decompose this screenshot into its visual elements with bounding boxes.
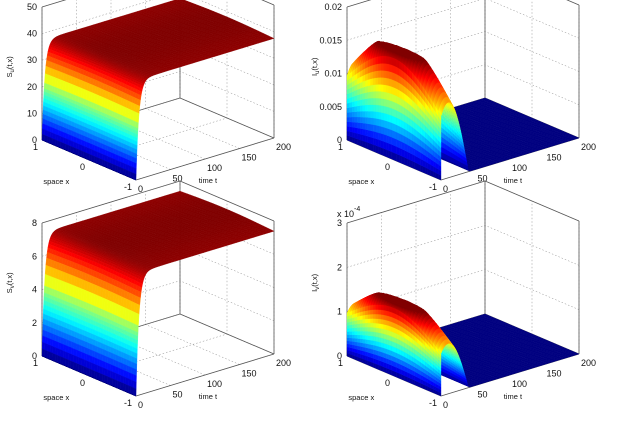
t-tick-label: 50 xyxy=(478,174,488,184)
t-tick-label: 0 xyxy=(443,184,448,194)
z-axis-label: Su(t,x) xyxy=(5,56,16,78)
z-tick-label: 10 xyxy=(27,108,37,118)
x-axis-label: space x xyxy=(348,177,374,186)
z-tick-label: 1 xyxy=(337,307,342,317)
z-tick-label: 0.005 xyxy=(319,102,342,112)
z-tick-label: 0.02 xyxy=(324,2,342,12)
x-axis-label: space x xyxy=(43,177,69,186)
surface-front xyxy=(346,56,442,181)
t-tick-label: 0 xyxy=(138,184,143,194)
t-tick-label: 50 xyxy=(173,174,183,184)
z-tick-label: 4 xyxy=(32,285,37,295)
x-tick-label: 0 xyxy=(385,162,390,172)
z-tick-label: 3 xyxy=(337,218,342,228)
z-tick-label: 0 xyxy=(337,135,342,145)
z-tick-label: 2 xyxy=(32,318,37,328)
z-tick-label: 0 xyxy=(337,351,342,361)
z-axis-label: Iv(t,x) xyxy=(310,273,321,292)
z-tick-label: 30 xyxy=(27,55,37,65)
t-tick-label: 0 xyxy=(138,400,143,410)
z-exponent-label: x 10-4 xyxy=(337,206,360,219)
x-tick-label: -1 xyxy=(124,398,132,408)
z-tick-label: 20 xyxy=(27,82,37,92)
t-tick-label: 200 xyxy=(276,142,291,152)
x-tick-label: 1 xyxy=(33,358,38,368)
x-tick-label: -1 xyxy=(429,182,437,192)
t-tick-label: 150 xyxy=(242,369,257,379)
x-tick-label: 0 xyxy=(385,378,390,388)
t-tick-label: 100 xyxy=(207,163,222,173)
t-tick-label: 150 xyxy=(547,369,562,379)
surface-front xyxy=(41,139,137,181)
x-tick-label: 0 xyxy=(80,162,85,172)
x-tick-label: 1 xyxy=(33,142,38,152)
t-tick-label: 50 xyxy=(478,390,488,400)
chart-panel-iu: 00.0050.010.0150.02-101050100150200space… xyxy=(310,0,596,194)
t-axis-label: time t xyxy=(504,176,523,185)
z-tick-label: 0 xyxy=(32,351,37,361)
z-axis-label: Iu(t,x) xyxy=(310,57,321,76)
z-tick-label: 0.015 xyxy=(319,35,342,45)
z-tick-label: 8 xyxy=(32,218,37,228)
t-tick-label: 200 xyxy=(276,358,291,368)
t-tick-label: 200 xyxy=(581,358,596,368)
x-tick-label: -1 xyxy=(429,398,437,408)
surface-front xyxy=(346,304,442,397)
t-axis-label: time t xyxy=(504,392,523,401)
x-tick-label: -1 xyxy=(124,182,132,192)
x-tick-label: 1 xyxy=(338,358,343,368)
z-tick-label: 0 xyxy=(32,135,37,145)
t-tick-label: 200 xyxy=(581,142,596,152)
t-tick-label: 100 xyxy=(512,163,527,173)
x-axis-label: space x xyxy=(43,393,69,402)
t-tick-label: 100 xyxy=(512,379,527,389)
surface xyxy=(41,0,275,181)
t-tick-label: 0 xyxy=(443,400,448,410)
z-tick-label: 0.01 xyxy=(324,69,342,79)
z-tick-label: 40 xyxy=(27,29,37,39)
t-tick-label: 100 xyxy=(207,379,222,389)
x-axis-label: space x xyxy=(348,393,374,402)
surface-front xyxy=(41,355,137,397)
t-tick-label: 50 xyxy=(173,390,183,400)
t-tick-label: 150 xyxy=(242,153,257,163)
t-tick-label: 150 xyxy=(547,153,562,163)
x-tick-label: 0 xyxy=(80,378,85,388)
z-axis-label: Sv(t,x) xyxy=(5,272,16,293)
t-axis-label: time t xyxy=(199,392,218,401)
z-tick-label: 6 xyxy=(32,251,37,261)
z-tick-label: 50 xyxy=(27,2,37,12)
x-tick-label: 1 xyxy=(338,142,343,152)
t-axis-label: time t xyxy=(199,176,218,185)
surface xyxy=(41,190,275,397)
z-tick-label: 2 xyxy=(337,262,342,272)
